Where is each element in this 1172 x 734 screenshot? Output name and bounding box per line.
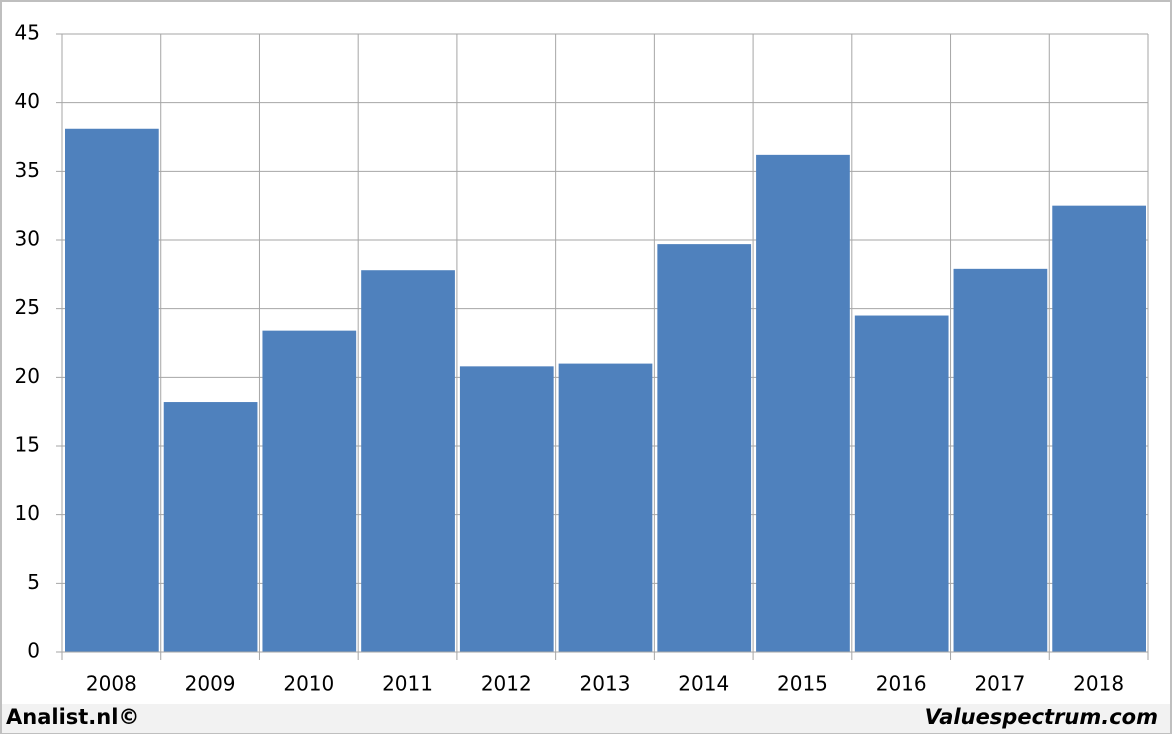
x-tick-label: 2016: [876, 672, 927, 696]
y-tick-label: 20: [15, 364, 40, 388]
y-tick-label: 30: [15, 227, 40, 251]
y-tick-label: 25: [15, 295, 40, 319]
x-tick-label: 2018: [1073, 672, 1124, 696]
x-tick-label: 2013: [580, 672, 631, 696]
x-tick-label: 2008: [86, 672, 137, 696]
footer-right: Valuespectrum.com: [925, 705, 1158, 729]
y-tick-label: 10: [15, 501, 40, 525]
y-tick-label: 35: [15, 158, 40, 182]
footer-strip: [2, 704, 1170, 733]
bar: [262, 330, 357, 652]
y-tick-label: 5: [27, 570, 40, 594]
bar: [953, 268, 1048, 652]
y-tick-label: 0: [27, 639, 40, 663]
x-tick-label: 2015: [777, 672, 828, 696]
x-tick-label: 2012: [481, 672, 532, 696]
bar: [854, 315, 949, 652]
bar: [657, 244, 752, 652]
x-tick-label: 2014: [678, 672, 729, 696]
y-tick-label: 40: [15, 89, 40, 113]
bar: [163, 402, 258, 652]
x-tick-label: 2011: [382, 672, 433, 696]
y-tick-label: 45: [15, 21, 40, 45]
bar: [459, 366, 554, 652]
x-tick-label: 2009: [185, 672, 236, 696]
footer-left: Analist.nl©: [6, 705, 139, 729]
y-tick-label: 15: [15, 433, 40, 457]
bar: [361, 270, 455, 652]
bar: [1052, 205, 1146, 652]
x-tick-label: 2010: [283, 672, 334, 696]
bar: [756, 154, 850, 652]
x-tick-label: 2017: [974, 672, 1025, 696]
bar: [65, 128, 159, 652]
bar: [558, 363, 653, 652]
